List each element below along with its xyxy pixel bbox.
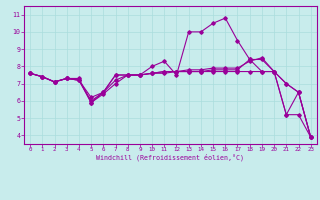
X-axis label: Windchill (Refroidissement éolien,°C): Windchill (Refroidissement éolien,°C) <box>96 154 244 161</box>
